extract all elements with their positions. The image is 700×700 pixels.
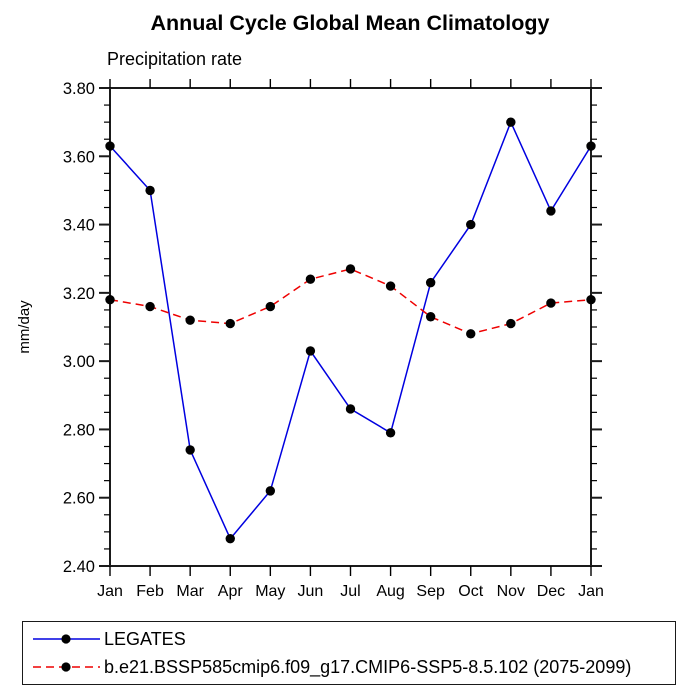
x-axis-month-label: Jul: [340, 583, 360, 600]
data-point-marker: [225, 533, 235, 544]
y-axis-tick-label: 3.60: [63, 148, 95, 166]
y-axis-tick-label: 3.40: [63, 217, 95, 235]
data-point-marker: [385, 281, 396, 291]
x-axis-month-label: Mar: [176, 583, 204, 600]
data-point-marker: [586, 141, 596, 151]
data-point-marker: [385, 428, 396, 438]
data-point-marker: [546, 206, 556, 216]
legend-box: LEGATES b.e21.BSSP585cmip6.f09_g17.CMIP6…: [22, 621, 676, 685]
data-point-marker: [506, 117, 516, 127]
data-point-marker: [265, 486, 276, 496]
x-axis-month-label: Jun: [298, 583, 324, 600]
data-point-marker: [225, 318, 235, 329]
y-axis-tick-label: 2.80: [63, 421, 95, 439]
x-axis-month-label: Aug: [376, 583, 404, 600]
y-axis-title: mm/day: [16, 300, 33, 354]
data-point-marker: [145, 301, 155, 312]
legend-item-model: b.e21.BSSP585cmip6.f09_g17.CMIP6-SSP5-8.…: [28, 653, 675, 681]
legend-item-legates: LEGATES: [28, 625, 675, 653]
y-axis-tick-label: 3.00: [63, 353, 95, 371]
data-point-marker: [546, 298, 556, 308]
legend-label-legates: LEGATES: [104, 628, 186, 649]
data-point-marker: [466, 329, 476, 339]
x-axis-month-label: May: [255, 583, 285, 600]
chart-title: Annual Cycle Global Mean Climatology: [150, 11, 550, 35]
data-point-marker: [145, 185, 155, 196]
legend-label-model: b.e21.BSSP585cmip6.f09_g17.CMIP6-SSP5-8.…: [104, 656, 632, 677]
data-point-marker: [506, 318, 516, 329]
x-axis-month-label: Nov: [497, 583, 525, 600]
legend-marker-dot: [61, 634, 71, 644]
y-axis-tick-label: 3.20: [63, 285, 95, 303]
data-point-marker: [466, 219, 476, 230]
data-point-marker: [305, 346, 316, 356]
chart-subtitle: Precipitation rate: [107, 49, 243, 69]
x-axis-month-label: Feb: [136, 583, 164, 600]
x-axis-month-label: Jan: [578, 583, 604, 600]
data-point-marker: [345, 404, 356, 414]
y-axis-tick-label: 3.80: [63, 80, 95, 98]
x-axis-month-label: Apr: [218, 583, 244, 600]
data-point-marker: [105, 141, 115, 151]
data-point-marker: [586, 294, 596, 305]
data-point-marker: [305, 274, 316, 284]
x-axis-month-label: Sep: [416, 583, 445, 600]
data-point-marker: [105, 294, 115, 305]
series-line-model: [109, 268, 592, 335]
data-point-marker: [345, 264, 356, 274]
data-point-marker: [425, 312, 436, 322]
x-axis-month-label: Jan: [97, 583, 123, 600]
data-point-marker: [185, 315, 195, 325]
legend-line-sample-dashed: [33, 662, 100, 672]
x-axis-month-label: Oct: [458, 583, 483, 600]
series-line-legates: [109, 120, 592, 541]
legend-line-sample-solid: [33, 634, 100, 644]
y-axis-tick-label: 2.60: [63, 490, 95, 508]
x-axis-month-label: Dec: [537, 583, 565, 600]
data-point-marker: [185, 445, 195, 455]
y-axis-tick-label: 2.40: [63, 558, 95, 576]
line-chart-plot: 2.40 2.60 2.80 3.00 3.20 3.40 3.60 3.80 Jan Feb Ma…: [16, 79, 604, 600]
data-point-marker: [425, 277, 436, 288]
plot-border: [109, 87, 592, 567]
data-point-marker: [265, 301, 276, 312]
legend-marker-dot: [61, 662, 71, 672]
